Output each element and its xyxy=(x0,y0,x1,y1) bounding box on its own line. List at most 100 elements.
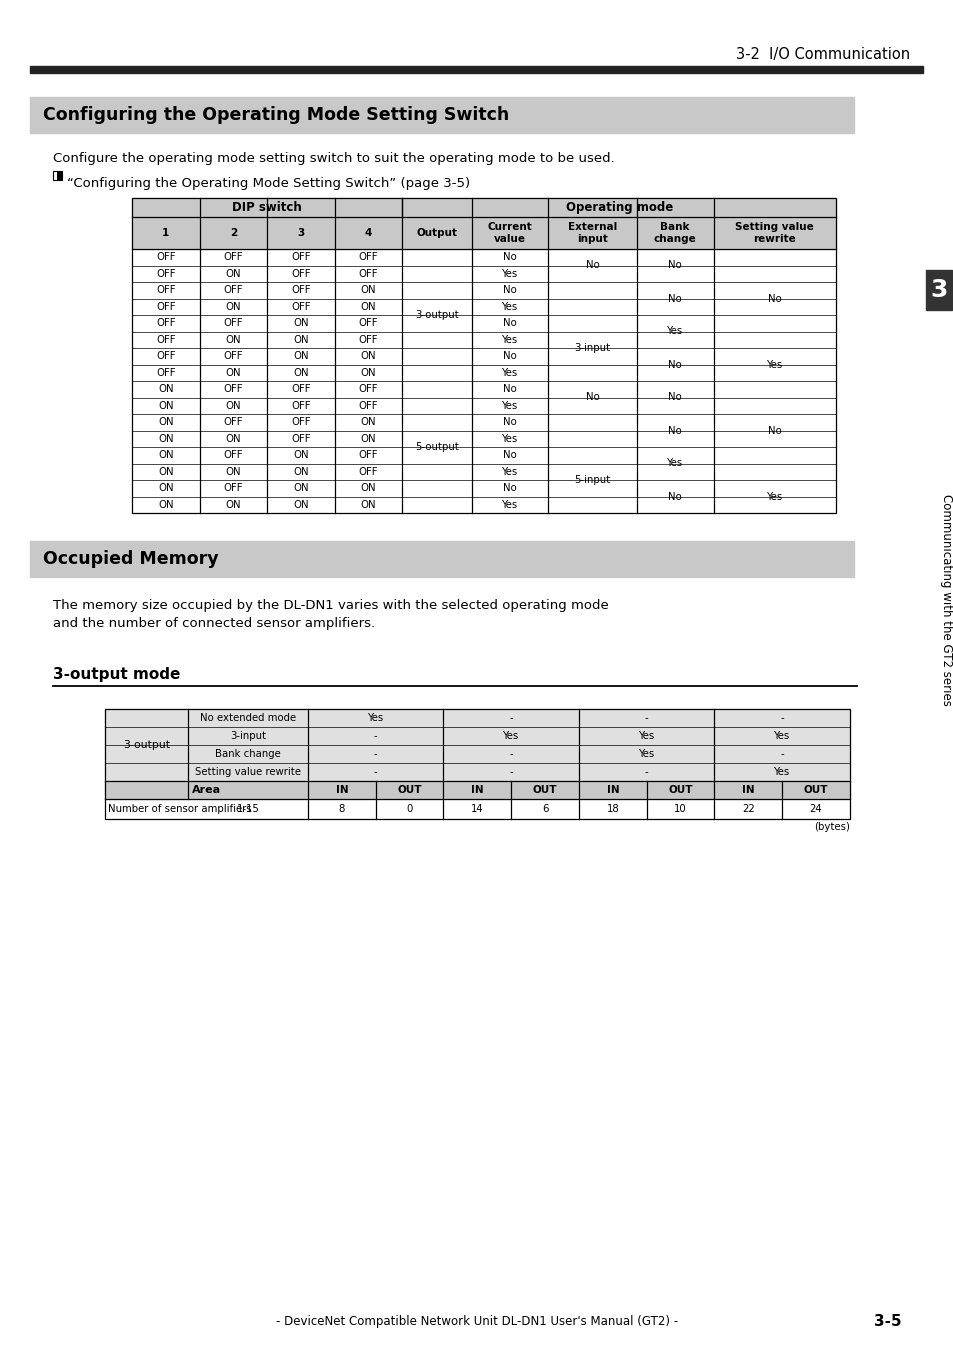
Text: 1-15: 1-15 xyxy=(236,804,259,814)
Text: ON: ON xyxy=(293,335,309,345)
Bar xyxy=(105,708,849,819)
Text: OFF: OFF xyxy=(358,466,378,477)
Text: Yes: Yes xyxy=(501,500,517,510)
Text: “Configuring the Operating Mode Setting Switch” (page 3-5): “Configuring the Operating Mode Setting … xyxy=(67,177,470,191)
Text: No: No xyxy=(585,261,598,270)
Text: -: - xyxy=(509,713,513,723)
Text: OFF: OFF xyxy=(223,418,243,427)
Text: OFF: OFF xyxy=(156,269,175,279)
Text: ON: ON xyxy=(225,466,241,477)
Text: Communicating with the GT2 series: Communicating with the GT2 series xyxy=(940,493,952,706)
Text: OFF: OFF xyxy=(358,400,378,411)
Text: ON: ON xyxy=(158,434,173,443)
Text: ON: ON xyxy=(360,285,376,295)
Text: Yes: Yes xyxy=(773,731,789,741)
Text: Configure the operating mode setting switch to suit the operating mode to be use: Configure the operating mode setting swi… xyxy=(53,151,614,165)
Text: External
input: External input xyxy=(567,222,617,243)
Text: No: No xyxy=(767,293,781,303)
Text: OFF: OFF xyxy=(156,318,175,329)
Text: ON: ON xyxy=(293,483,309,493)
Text: (bytes): (bytes) xyxy=(813,822,849,831)
Text: ON: ON xyxy=(293,450,309,460)
Text: ON: ON xyxy=(360,301,376,312)
Text: 6: 6 xyxy=(541,804,548,814)
Text: No: No xyxy=(668,492,681,502)
Text: OFF: OFF xyxy=(291,301,311,312)
Text: 5-input: 5-input xyxy=(574,475,610,485)
Text: ON: ON xyxy=(360,434,376,443)
Text: No extended mode: No extended mode xyxy=(200,713,295,723)
Text: 3-input: 3-input xyxy=(230,731,266,741)
Text: -: - xyxy=(644,767,648,777)
Text: OFF: OFF xyxy=(358,318,378,329)
Text: Setting value
rewrite: Setting value rewrite xyxy=(735,222,813,243)
Text: No: No xyxy=(503,384,517,395)
Text: ON: ON xyxy=(225,368,241,377)
Text: ON: ON xyxy=(158,450,173,460)
Text: 3: 3 xyxy=(297,228,304,238)
Bar xyxy=(925,270,951,310)
Text: No: No xyxy=(585,392,598,403)
Text: 3-5: 3-5 xyxy=(873,1314,901,1329)
Text: 3-2  I/O Communication: 3-2 I/O Communication xyxy=(735,47,909,62)
Text: DIP switch: DIP switch xyxy=(233,201,302,214)
Text: -: - xyxy=(374,731,377,741)
Text: Bank change: Bank change xyxy=(214,749,280,758)
Text: OFF: OFF xyxy=(358,253,378,262)
Text: OFF: OFF xyxy=(156,335,175,345)
Text: ON: ON xyxy=(225,269,241,279)
Text: OFF: OFF xyxy=(358,384,378,395)
Text: Setting value rewrite: Setting value rewrite xyxy=(194,767,301,777)
Text: No: No xyxy=(668,426,681,435)
Text: ON: ON xyxy=(158,400,173,411)
Text: Yes: Yes xyxy=(638,731,654,741)
Text: 3: 3 xyxy=(929,279,946,301)
Text: OFF: OFF xyxy=(358,335,378,345)
Text: -: - xyxy=(374,749,377,758)
Text: No: No xyxy=(503,450,517,460)
Text: OFF: OFF xyxy=(156,253,175,262)
Bar xyxy=(30,66,923,73)
Text: 1: 1 xyxy=(162,228,170,238)
Text: Yes: Yes xyxy=(766,492,782,502)
Text: Configuring the Operating Mode Setting Switch: Configuring the Operating Mode Setting S… xyxy=(43,105,509,124)
Text: OFF: OFF xyxy=(223,384,243,395)
Text: OFF: OFF xyxy=(291,418,311,427)
Text: No: No xyxy=(668,360,681,369)
Text: 5-output: 5-output xyxy=(415,442,458,452)
Text: ON: ON xyxy=(225,434,241,443)
Text: No: No xyxy=(668,261,681,270)
Text: OFF: OFF xyxy=(223,483,243,493)
Text: OUT: OUT xyxy=(668,786,692,795)
Text: No: No xyxy=(503,352,517,361)
Text: -: - xyxy=(780,749,783,758)
Text: IN: IN xyxy=(471,786,483,795)
Text: -: - xyxy=(780,713,783,723)
Text: OFF: OFF xyxy=(156,368,175,377)
Text: OFF: OFF xyxy=(358,450,378,460)
Text: - DeviceNet Compatible Network Unit DL-DN1 User's Manual (GT2) -: - DeviceNet Compatible Network Unit DL-D… xyxy=(275,1315,678,1329)
Text: No: No xyxy=(503,418,517,427)
Text: IN: IN xyxy=(606,786,618,795)
Text: OFF: OFF xyxy=(291,400,311,411)
Text: No: No xyxy=(503,253,517,262)
Text: 14: 14 xyxy=(471,804,483,814)
Text: Yes: Yes xyxy=(502,731,518,741)
Text: Output: Output xyxy=(416,228,457,238)
Bar xyxy=(105,708,849,781)
Text: Yes: Yes xyxy=(773,767,789,777)
Text: Yes: Yes xyxy=(638,749,654,758)
Text: No: No xyxy=(503,483,517,493)
Text: IN: IN xyxy=(335,786,348,795)
Text: ON: ON xyxy=(293,368,309,377)
Text: ON: ON xyxy=(225,400,241,411)
Text: Yes: Yes xyxy=(666,326,682,337)
Bar xyxy=(53,170,62,180)
Text: ON: ON xyxy=(360,368,376,377)
Text: OFF: OFF xyxy=(291,434,311,443)
Text: Yes: Yes xyxy=(501,269,517,279)
Text: Yes: Yes xyxy=(501,400,517,411)
Text: OFF: OFF xyxy=(156,285,175,295)
Text: -: - xyxy=(509,767,513,777)
Text: ON: ON xyxy=(360,418,376,427)
